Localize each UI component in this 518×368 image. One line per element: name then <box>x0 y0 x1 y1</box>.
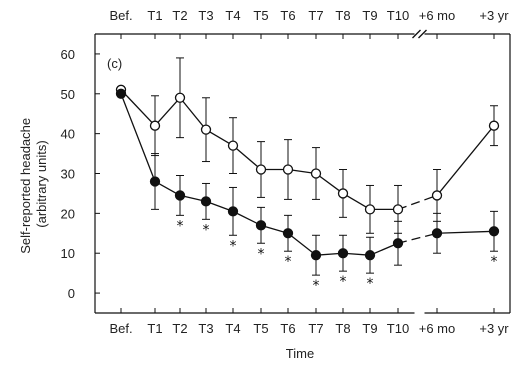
series-1-point <box>255 164 267 175</box>
plot-frame <box>94 29 511 314</box>
top-tick-label: T10 <box>387 8 409 23</box>
series-1-point <box>488 120 500 131</box>
series-1-point <box>200 124 212 135</box>
series-1-point <box>149 120 161 131</box>
y-tick-label: 60 <box>61 47 75 62</box>
x-tick-label: T8 <box>335 321 350 336</box>
top-tick-label: +3 yr <box>479 8 509 23</box>
x-tick-label: T3 <box>198 321 213 336</box>
series-2-segment <box>120 93 156 182</box>
series-1-point <box>392 204 404 215</box>
y-axis-title: Self-reported headache (arbitrary units) <box>18 114 49 254</box>
significance-star: * <box>367 276 374 292</box>
series-2-segment <box>436 230 495 234</box>
series-1-point <box>431 190 443 201</box>
y-axis-title-line-1: Self-reported headache <box>18 118 33 254</box>
series-1-point <box>310 168 322 179</box>
significance-star: * <box>491 254 498 270</box>
significance-star: * <box>230 238 237 254</box>
x-tick-label: +3 yr <box>479 321 509 336</box>
top-tick-label: T6 <box>280 8 295 23</box>
series-1-segment <box>179 97 207 131</box>
series-2-point <box>392 238 404 249</box>
series-2-segment <box>287 232 317 256</box>
x-tick-label: T4 <box>225 321 240 336</box>
y-tick-label: 40 <box>61 127 75 142</box>
series-1-segment <box>436 125 495 196</box>
series-1-segment <box>205 129 234 147</box>
series-1-segment <box>154 97 181 127</box>
series-2-point <box>310 250 322 261</box>
significance-star: * <box>285 254 292 270</box>
axis-break-mark-2 <box>418 29 427 39</box>
series-2-point <box>200 196 212 207</box>
series-1-point <box>282 164 294 175</box>
x-tick-label: T5 <box>253 321 268 336</box>
series-2-point <box>337 248 349 259</box>
x-tick-label: Bef. <box>109 321 132 336</box>
series-2-point <box>431 228 443 239</box>
top-tick-label: T5 <box>253 8 268 23</box>
series-2-point <box>282 228 294 239</box>
series-1-segment <box>232 145 262 171</box>
series-1-segment <box>120 89 156 127</box>
x-axis-title: Time <box>286 346 314 361</box>
significance-star: * <box>340 274 347 290</box>
panel-label: (c) <box>107 56 122 71</box>
series-2-segment <box>397 232 438 244</box>
top-tick-label: T9 <box>362 8 377 23</box>
top-tick-label: T3 <box>198 8 213 23</box>
series-1-segment <box>397 194 438 210</box>
series-2 <box>115 88 500 276</box>
top-tick-label: T4 <box>225 8 240 23</box>
series-2-point <box>255 220 267 231</box>
series-2-point <box>227 206 239 217</box>
series-1-segment <box>315 172 344 194</box>
y-axis: 0 10 20 30 40 50 60 <box>61 47 100 301</box>
series-1-point <box>364 204 376 215</box>
significance-markers: * * * * * * * * * <box>177 218 498 294</box>
series-1-point <box>174 92 186 103</box>
x-axis: Bef. T1 T2 T3 T4 T5 T6 T7 T8 T9 T10 +6 mo +3 yr <box>109 308 509 336</box>
x-tick-label: T7 <box>308 321 323 336</box>
significance-star: * <box>177 218 184 234</box>
x-tick-label: +6 mo <box>419 321 456 336</box>
x-tick-label: T1 <box>147 321 162 336</box>
axis-break-mark-1 <box>412 29 421 39</box>
top-tick-label: T1 <box>147 8 162 23</box>
series-1-point <box>337 188 349 199</box>
series-2-point <box>174 190 186 201</box>
series-2-segment <box>232 210 262 226</box>
significance-star: * <box>203 222 210 238</box>
significance-star: * <box>313 278 320 294</box>
series-1 <box>115 57 500 234</box>
top-tick-label: T8 <box>335 8 350 23</box>
series-layer <box>115 57 500 276</box>
y-axis-title-line-2: (arbitrary units) <box>34 140 49 227</box>
y-tick-label: 30 <box>61 167 75 182</box>
x-tick-label: T9 <box>362 321 377 336</box>
x-tick-label: T6 <box>280 321 295 336</box>
series-2-point <box>364 250 376 261</box>
x-tick-label: T2 <box>172 321 187 336</box>
x-tick-label: T10 <box>387 321 409 336</box>
series-1-point <box>227 140 239 151</box>
series-1-segment <box>342 192 371 210</box>
y-tick-label: 0 <box>68 286 75 301</box>
significance-star: * <box>258 246 265 262</box>
y-tick-label: 10 <box>61 246 75 261</box>
y-tick-label: 50 <box>61 87 75 102</box>
top-tick-label: Bef. <box>109 8 132 23</box>
series-2-point <box>115 88 127 99</box>
top-tick-label: +6 mo <box>419 8 456 23</box>
top-tick-label: T7 <box>308 8 323 23</box>
series-2-point <box>488 226 500 237</box>
top-tick-label: T2 <box>172 8 187 23</box>
y-tick-label: 20 <box>61 206 75 221</box>
top-axis: Bef. T1 T2 T3 T4 T5 T6 T7 T8 T9 T10 +6 mo +3 yr <box>109 8 509 39</box>
series-2-point <box>149 176 161 187</box>
